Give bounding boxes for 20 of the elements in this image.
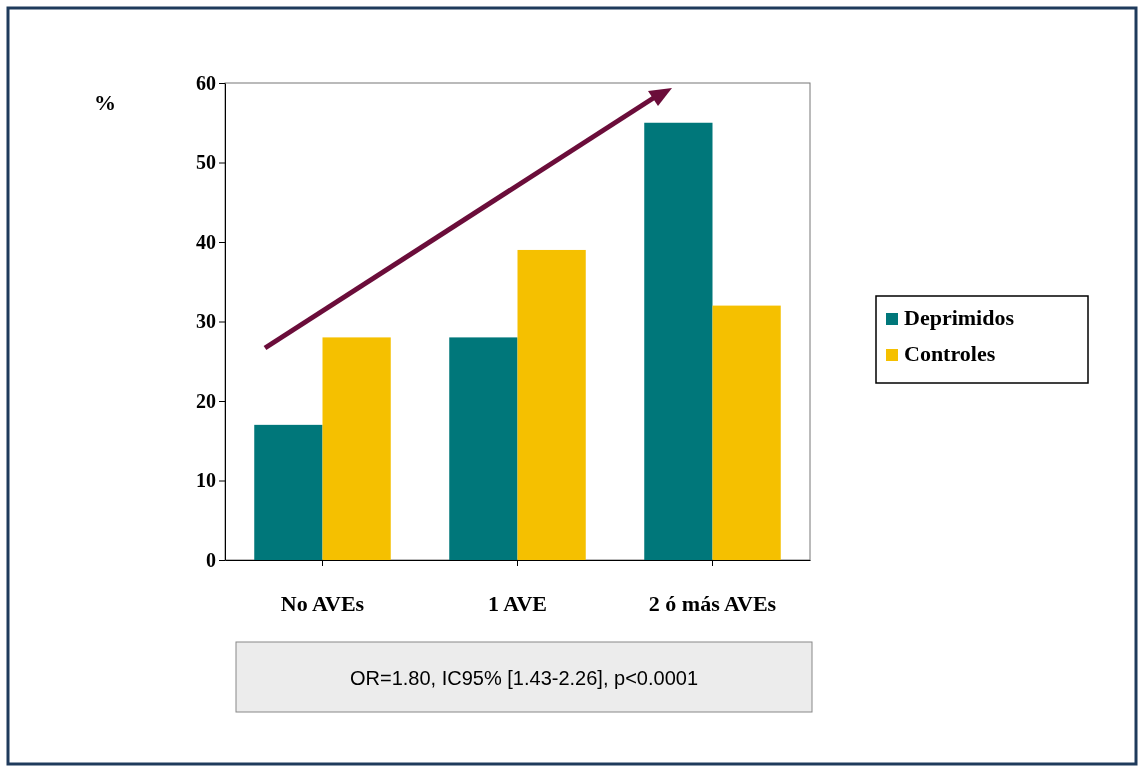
- y-tick-label: 40: [196, 230, 216, 253]
- y-tick-label: 50: [196, 151, 216, 174]
- y-tick-label: 10: [196, 469, 216, 492]
- y-tick-label: 20: [196, 389, 216, 412]
- x-tick-label: No AVEs: [280, 590, 365, 616]
- bar: [254, 424, 323, 560]
- y-tick-label: 60: [196, 71, 216, 94]
- y-tick-label: 0: [206, 548, 216, 571]
- bar: [517, 249, 586, 560]
- bar: [449, 337, 518, 560]
- legend-label: Deprimidos: [904, 305, 1015, 330]
- y-axis-title: %: [94, 90, 116, 115]
- bar: [712, 305, 781, 560]
- bar: [322, 337, 391, 560]
- text: OR=1.80, IC95% [1.43-2.26], p<0.0001: [349, 667, 699, 689]
- x-tick-label: 1 AVE: [488, 590, 547, 616]
- legend-label: Controles: [904, 341, 996, 366]
- y-tick-label: 30: [196, 310, 216, 333]
- bar: [644, 122, 713, 560]
- x-tick-label: 2 ó más AVEs: [648, 590, 777, 616]
